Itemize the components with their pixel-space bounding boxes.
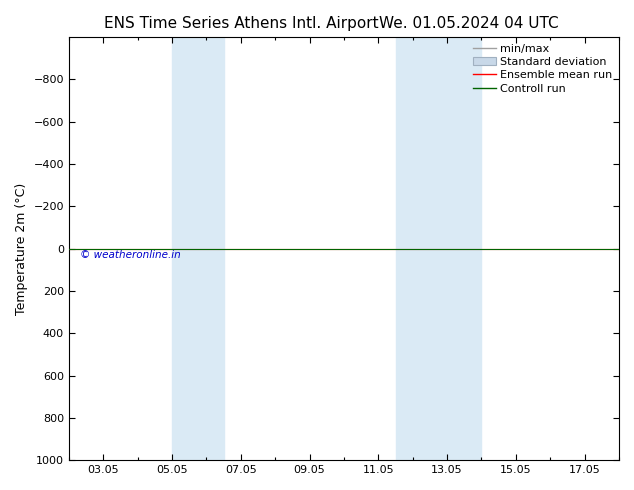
Text: ENS Time Series Athens Intl. Airport: ENS Time Series Athens Intl. Airport bbox=[103, 16, 378, 31]
Text: We. 01.05.2024 04 UTC: We. 01.05.2024 04 UTC bbox=[379, 16, 559, 31]
Bar bbox=[172, 37, 224, 460]
Y-axis label: Temperature 2m (°C): Temperature 2m (°C) bbox=[15, 182, 28, 315]
Bar bbox=[396, 37, 481, 460]
Text: © weatheronline.in: © weatheronline.in bbox=[80, 250, 181, 260]
Legend: min/max, Standard deviation, Ensemble mean run, Controll run: min/max, Standard deviation, Ensemble me… bbox=[469, 39, 617, 98]
